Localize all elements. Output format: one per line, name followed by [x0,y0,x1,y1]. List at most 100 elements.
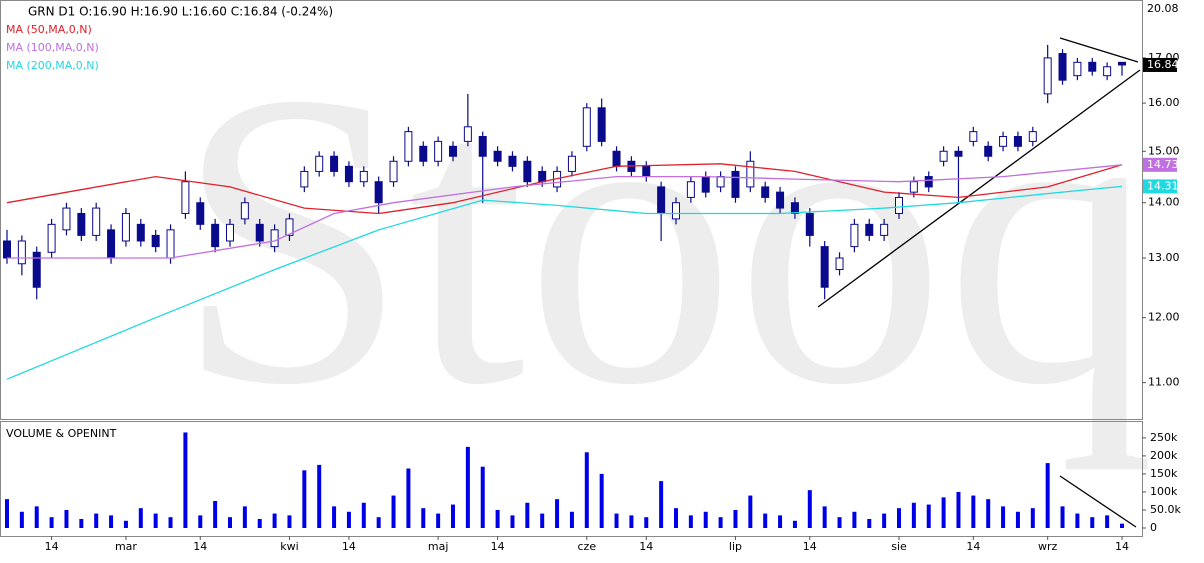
candle-body [1088,61,1097,72]
volume-bar [391,495,396,528]
x-tick-label: 14 [193,540,207,553]
volume-bar [986,499,991,528]
x-tick-label: lip [729,540,742,553]
candle-body [954,150,963,157]
candle-body [1058,53,1067,81]
x-tick-label: 14 [639,540,653,553]
price-panel-border [0,0,1143,420]
volume-bar [272,513,277,528]
volume-bar [421,508,426,528]
candle-body [151,234,160,248]
candle-body [984,145,993,157]
x-tick-label: 14 [45,540,59,553]
candle-body [924,176,933,188]
volume-bar [510,515,515,528]
candle-body [567,155,576,172]
volume-bar [34,506,39,528]
y-tick-label: 100k [1150,485,1178,498]
candle-body [909,181,918,193]
y-tick-label: 200k [1150,449,1178,462]
volume-bar [1075,513,1080,528]
volume-bar [361,502,366,528]
volume-bar [599,473,604,528]
candle-body [895,196,903,214]
candle-body [1043,57,1052,95]
volume-bar [926,504,931,528]
candle-body [240,202,249,220]
last-value-tag [1143,57,1177,72]
candle-body [523,160,532,183]
x-tick-label: 14 [342,540,356,553]
candle-body [404,131,413,162]
candle-body [746,160,755,188]
volume-bar [5,499,9,528]
volume-bar [807,490,812,528]
volume-bar [228,517,232,528]
volume-bar [109,515,114,528]
candle-body [597,107,606,142]
x-tick-label: 14 [1115,540,1129,553]
last-value-label: 14.73 [1147,158,1179,171]
x-tick-label: kwi [280,540,298,553]
candle-body [374,181,383,204]
candle-body [107,229,116,259]
candle-body [449,145,457,157]
y-tick-label: 13.00 [1148,251,1180,264]
trend-line [1059,475,1137,528]
volume-bar [867,518,872,528]
volume-bar [763,513,768,528]
volume-bar [257,518,262,528]
volume-bar [317,464,322,528]
volume-bar [703,511,708,528]
y-tick-label: 150k [1150,467,1178,480]
candle-body [850,223,859,248]
volume-bar [540,513,545,528]
candle-body [285,218,294,236]
candle-body [1013,135,1022,147]
candle-body [642,165,651,178]
candle-body [32,251,41,288]
volume-bar [332,506,337,528]
ma-line [6,163,1123,215]
volume-bar [49,517,54,528]
legend-entry: MA (200,MA,0,N) [6,59,99,72]
volume-bar [436,513,441,528]
volume-bar [644,517,649,528]
y-tick-label: 16.00 [1148,96,1180,109]
candle-body [478,135,487,157]
candle-body [820,246,829,288]
candle-body [315,155,324,172]
candle-body [657,186,666,214]
legend-entry: MA (100,MA,0,N) [6,41,99,54]
volume-bar [302,470,307,528]
last-value-label: 16.84 [1147,58,1179,71]
candle-body [1118,61,1126,66]
x-tick-label: wrz [1038,540,1058,553]
volume-bar [1060,506,1065,528]
candle-body [463,126,472,142]
candle-body [3,240,11,259]
candle-body [77,212,86,236]
volume-bar [346,511,351,528]
candle-body [330,155,339,172]
candle-body [181,181,190,214]
candle-body [211,223,220,248]
trend-line [817,69,1141,308]
volume-bar [688,515,693,528]
volume-bar [614,513,619,528]
y-tick-label: 11.00 [1148,376,1180,389]
volume-bar [674,508,678,528]
candle-body [761,186,770,198]
volume-bar [153,513,158,528]
volume-bar [718,517,723,528]
candle-body [136,223,145,242]
candle-body [92,207,101,236]
volume-bar [287,515,292,528]
candle-body [939,150,948,162]
volume-bar [138,508,143,528]
ma-line [6,185,1123,380]
candle-body [226,223,234,242]
volume-bar [1120,523,1124,528]
volume-bar [1045,463,1050,528]
